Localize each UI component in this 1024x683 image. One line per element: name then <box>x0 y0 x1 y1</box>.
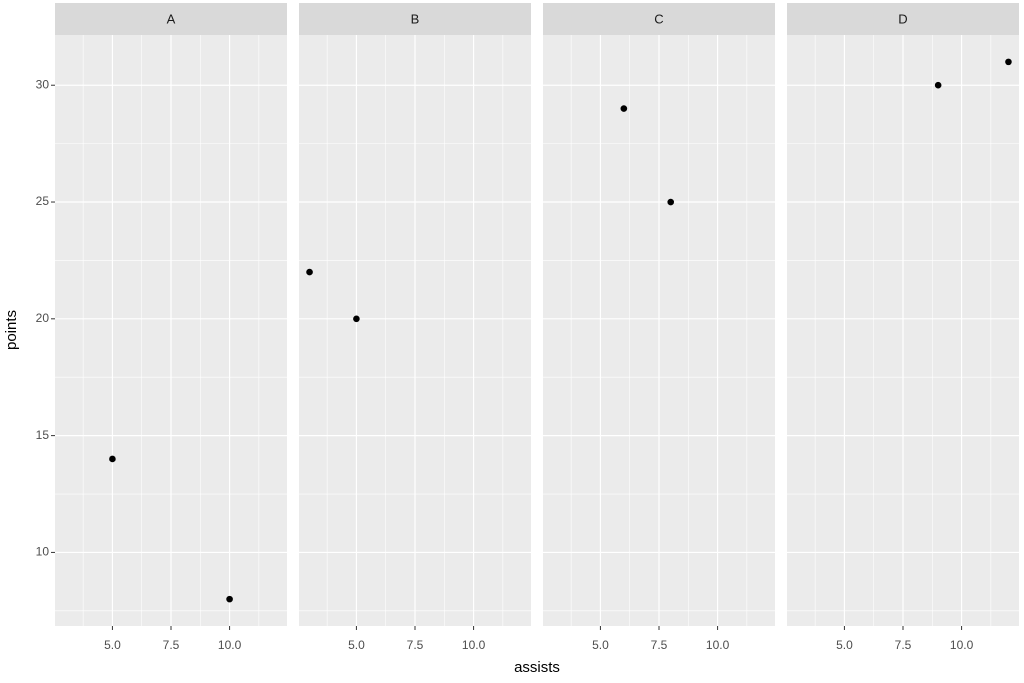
y-tick-label: 10 <box>36 545 50 559</box>
x-tick-label: 10.0 <box>706 638 730 652</box>
x-tick-label: 7.5 <box>895 638 912 652</box>
point <box>109 455 116 463</box>
point <box>934 81 942 89</box>
point <box>306 268 313 276</box>
x-tick-label: 7.5 <box>163 638 180 652</box>
x-tick-label: 10.0 <box>462 638 486 652</box>
strip <box>299 3 531 35</box>
strip-label: A <box>167 11 176 26</box>
y-tick-label: 30 <box>36 77 50 91</box>
y-tick-label: 20 <box>36 311 50 325</box>
x-tick-label: 10.0 <box>950 638 974 652</box>
strip <box>55 3 287 35</box>
strip-label: C <box>654 11 663 26</box>
y-axis-title: points <box>3 310 20 350</box>
x-tick-label: 5.0 <box>348 638 365 652</box>
x-tick-label: 10.0 <box>218 638 242 652</box>
x-axis-title: assists <box>514 659 560 676</box>
y-tick-label: 15 <box>36 428 50 442</box>
strip-label: D <box>898 11 907 26</box>
strip-label: B <box>411 11 420 26</box>
strip <box>543 3 775 35</box>
point <box>353 315 360 323</box>
strip <box>787 3 1019 35</box>
x-tick-label: 5.0 <box>592 638 609 652</box>
x-tick-label: 5.0 <box>104 638 121 652</box>
point <box>1005 58 1012 66</box>
x-tick-label: 7.5 <box>407 638 424 652</box>
point <box>667 198 675 206</box>
y-tick-label: 25 <box>36 194 50 208</box>
point <box>226 595 233 603</box>
x-tick-label: 5.0 <box>836 638 853 652</box>
x-tick-label: 7.5 <box>651 638 668 652</box>
point <box>620 105 628 112</box>
